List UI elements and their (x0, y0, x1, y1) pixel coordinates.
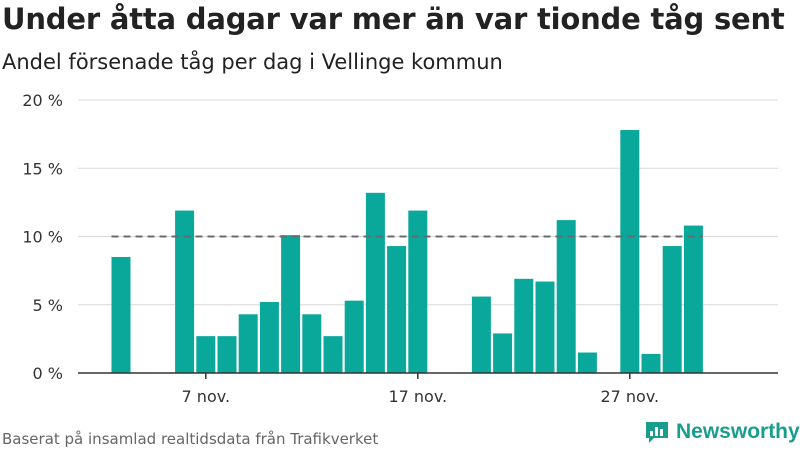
x-tick-label: 27 nov. (600, 387, 659, 406)
bar (259, 302, 279, 373)
x-tick-label: 17 nov. (388, 387, 447, 406)
y-tick-label: 15 % (22, 159, 63, 178)
bar (514, 278, 534, 373)
bar (196, 336, 216, 373)
y-tick-label: 5 % (33, 296, 63, 315)
bar (111, 256, 131, 373)
bar (662, 246, 682, 373)
newsworthy-logo-icon (646, 422, 668, 443)
brand-name: Newsworthy (676, 420, 800, 443)
x-tick-label: 7 nov. (182, 387, 231, 406)
bar (620, 130, 640, 373)
bar (281, 235, 301, 373)
bar (217, 336, 237, 373)
bar (556, 220, 576, 373)
bar (535, 281, 555, 373)
newsworthy-logo: Newsworthy (644, 419, 800, 445)
bar (471, 296, 491, 373)
bar (408, 210, 428, 373)
y-tick-label: 20 % (22, 91, 63, 110)
bar (344, 300, 364, 373)
bar (387, 246, 407, 373)
y-tick-label: 10 % (22, 228, 63, 247)
source-note: Baserat på insamlad realtidsdata från Tr… (2, 430, 379, 448)
bar (493, 333, 513, 373)
bar (323, 336, 343, 373)
bar (641, 353, 661, 373)
bar (238, 314, 258, 373)
bar (577, 352, 597, 373)
bar (365, 192, 385, 373)
bar (302, 314, 322, 373)
chart-subtitle: Andel försenade tåg per dag i Vellinge k… (2, 50, 503, 74)
y-tick-label: 0 % (33, 364, 63, 383)
bar (683, 225, 703, 373)
bar-chart: 0 % 5 % 10 % 15 % 20 % 7 nov. 17 nov. 27 nov. (22, 91, 778, 406)
bar (175, 210, 195, 373)
chart-title: Under åtta dagar var mer än var tionde t… (2, 2, 785, 36)
